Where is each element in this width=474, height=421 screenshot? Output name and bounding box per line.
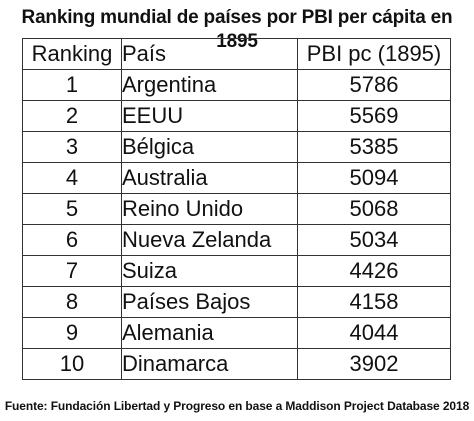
- table-row: 10 Dinamarca 3902: [22, 348, 451, 380]
- rank-cell: 3: [22, 131, 122, 163]
- table-row: 1 Argentina 5786: [22, 69, 451, 101]
- rank-cell: 4: [22, 162, 122, 194]
- country-cell: Reino Unido: [121, 193, 298, 225]
- ranking-table: Ranking País PBI pc (1895) 1 Argentina 5…: [22, 38, 451, 380]
- country-cell: Argentina: [121, 69, 298, 101]
- table-row: 5 Reino Unido 5068: [22, 193, 451, 225]
- country-cell: Dinamarca: [121, 348, 298, 380]
- table-row: 6 Nueva Zelanda 5034: [22, 224, 451, 256]
- pbi-cell: 3902: [297, 348, 451, 380]
- pbi-cell: 5569: [297, 100, 451, 132]
- rank-cell: 10: [22, 348, 122, 380]
- country-cell: Bélgica: [121, 131, 298, 163]
- pbi-cell: 5034: [297, 224, 451, 256]
- pbi-cell: 4044: [297, 317, 451, 349]
- source-note: Fuente: Fundación Libertad y Progreso en…: [4, 399, 470, 413]
- table-header-row: Ranking País PBI pc (1895): [22, 38, 451, 70]
- country-cell: Suiza: [121, 255, 298, 287]
- pbi-cell: 4158: [297, 286, 451, 318]
- table-row: 3 Bélgica 5385: [22, 131, 451, 163]
- table-row: 4 Australia 5094: [22, 162, 451, 194]
- rank-cell: 7: [22, 255, 122, 287]
- table-row: 9 Alemania 4044: [22, 317, 451, 349]
- rank-cell: 1: [22, 69, 122, 101]
- country-cell: EEUU: [121, 100, 298, 132]
- pbi-cell: 5385: [297, 131, 451, 163]
- table-row: 7 Suiza 4426: [22, 255, 451, 287]
- country-cell: Alemania: [121, 317, 298, 349]
- header-pais: País: [121, 38, 298, 70]
- table-row: 2 EEUU 5569: [22, 100, 451, 132]
- rank-cell: 2: [22, 100, 122, 132]
- country-cell: Australia: [121, 162, 298, 194]
- header-ranking: Ranking: [22, 38, 122, 70]
- country-cell: Nueva Zelanda: [121, 224, 298, 256]
- pbi-cell: 5786: [297, 69, 451, 101]
- country-cell: Países Bajos: [121, 286, 298, 318]
- pbi-cell: 5068: [297, 193, 451, 225]
- header-pbi: PBI pc (1895): [297, 38, 451, 70]
- rank-cell: 5: [22, 193, 122, 225]
- rank-cell: 8: [22, 286, 122, 318]
- pbi-cell: 5094: [297, 162, 451, 194]
- rank-cell: 6: [22, 224, 122, 256]
- pbi-cell: 4426: [297, 255, 451, 287]
- rank-cell: 9: [22, 317, 122, 349]
- table-row: 8 Países Bajos 4158: [22, 286, 451, 318]
